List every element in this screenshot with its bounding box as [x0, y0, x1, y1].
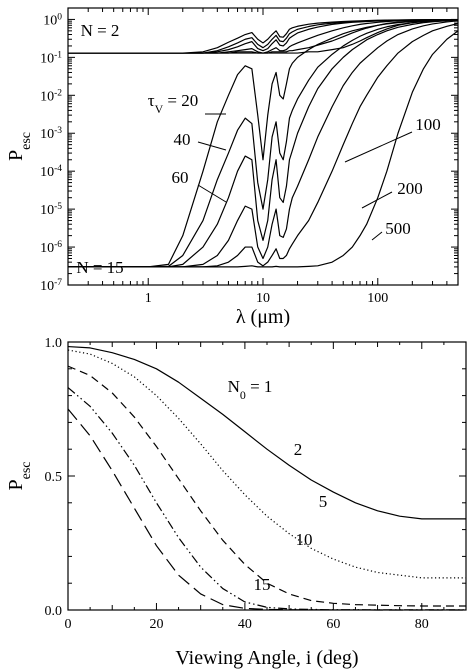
series-line [68, 22, 459, 268]
leader-line-tau-200 [361, 191, 393, 209]
x-tick-label: 0 [65, 617, 72, 632]
series-line [67, 408, 466, 611]
y-axis-title: Pesc [5, 132, 34, 161]
annotation-tau-200: 200 [397, 179, 423, 198]
y-tick-label: 10-7 [40, 278, 62, 294]
y-tick-label: 10-6 [40, 240, 62, 256]
x-tick-label: 1 [145, 291, 152, 306]
series-label: 5 [319, 492, 328, 511]
series-label: 10 [296, 530, 313, 549]
x-tick-label: 40 [238, 617, 252, 632]
annotation-tau-20: τV = 20 [148, 91, 199, 116]
x-axis-title: λ (μm) [236, 306, 290, 328]
y-tick-label: 10-4 [40, 164, 62, 180]
leader-line-tau-100 [344, 131, 413, 163]
y-tick-label: 10-5 [40, 202, 62, 218]
x-tick-label: 60 [326, 617, 340, 632]
series-label: 2 [294, 440, 303, 459]
plot-frame [67, 7, 459, 286]
series-line [67, 365, 466, 607]
annotation-n-top: N = 2 [81, 21, 120, 40]
series-label: N0 = 1 [228, 377, 273, 402]
y-tick-label: 0.0 [45, 604, 63, 619]
series-line [67, 345, 466, 520]
annotation-tau-100: 100 [415, 115, 441, 134]
series-line [67, 349, 466, 579]
y-tick-label: 0.5 [45, 470, 63, 485]
series-line [68, 18, 458, 54]
bottom-panel: 0 20 40 60 80 0.0 0.5 1.0 Viewing Angle, i (deg)… [5, 336, 467, 669]
series-line [68, 19, 459, 268]
annotation-tau-40: 40 [174, 130, 191, 149]
y-tick-label: 10-3 [40, 126, 62, 142]
y-tick-label: 1.0 [45, 336, 63, 351]
series-label: 15 [254, 575, 271, 594]
leader-line-tau-40 [197, 141, 227, 151]
annotation-tau-500: 500 [385, 219, 411, 238]
y-tick-label: 10-2 [40, 88, 62, 104]
series-line [68, 20, 459, 268]
series-line [68, 30, 459, 268]
y-tick-label: 10-1 [40, 50, 62, 66]
series-line [68, 18, 459, 54]
x-tick-label: 80 [415, 617, 429, 632]
y-axis-title: Pesc [5, 461, 34, 490]
annotation-n-bottom: N = 15 [76, 258, 123, 277]
x-tick-label: 100 [367, 291, 388, 306]
x-axis-title: Viewing Angle, i (deg) [175, 647, 358, 669]
leader-line-tau-500 [371, 231, 383, 241]
x-tick-label: 10 [256, 291, 270, 306]
series-line [68, 18, 459, 54]
series-line [68, 19, 459, 268]
series-line [68, 19, 459, 268]
x-tick-label: 20 [149, 617, 163, 632]
leader-line-tau-60 [197, 184, 227, 203]
annotation-tau-60: 60 [172, 168, 189, 187]
y-tick-label: 100 [43, 12, 62, 28]
top-panel: 1 10 100 10-7 10-6 10-5 10-4 10-3 10-2 10-1 100 λ (… [5, 7, 459, 328]
